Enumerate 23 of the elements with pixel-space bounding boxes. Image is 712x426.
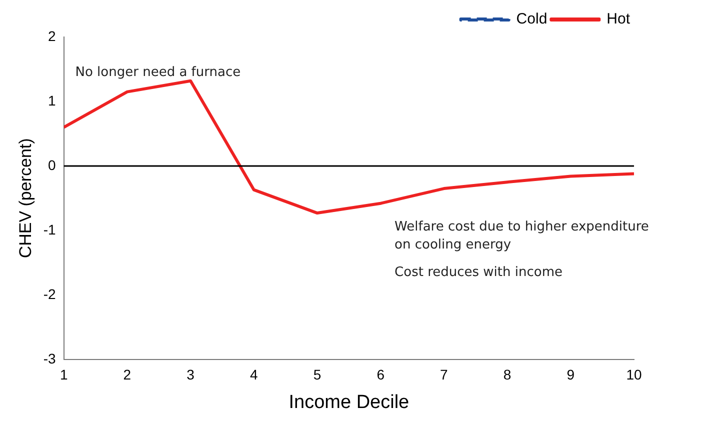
x-tick-label: 4	[250, 366, 258, 383]
annotation: No longer need a furnace	[75, 64, 241, 80]
y-tick-label: -2	[43, 286, 56, 302]
y-tick-label: 2	[48, 28, 56, 44]
legend-label: Cold	[516, 10, 548, 28]
x-tick-label: 6	[376, 366, 385, 383]
x-tick-label: 8	[503, 366, 512, 383]
y-axis-title: CHEV (percent)	[16, 138, 35, 258]
y-tick-label: 0	[48, 156, 56, 173]
x-tick-label: 7	[440, 366, 448, 383]
annotation: Cost reduces with income	[394, 264, 563, 280]
x-tick-label: 3	[186, 366, 195, 383]
annotation: Welfare cost due to higher expenditure on cooling energy	[394, 220, 649, 253]
x-tick-label: 9	[566, 366, 575, 383]
x-tick-label: 2	[123, 366, 132, 383]
x-tick-label: 5	[313, 366, 322, 383]
x-tick-label: 10	[626, 366, 642, 383]
y-tick-label: -1	[43, 221, 56, 238]
x-axis-title: Income Decile	[288, 392, 410, 413]
y-tick-label: -3	[43, 350, 56, 366]
y-tick-label: 1	[48, 92, 56, 108]
x-tick-label: 1	[60, 366, 68, 383]
legend-label: Hot	[606, 10, 631, 28]
